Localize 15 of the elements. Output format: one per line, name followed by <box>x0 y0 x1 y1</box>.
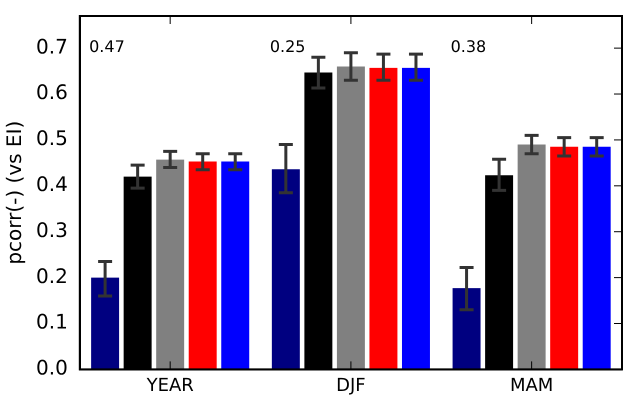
y-tick-label: 0.6 <box>36 80 68 104</box>
x-tick-label: MAM <box>510 374 554 396</box>
annotation: 0.47 <box>89 37 125 56</box>
y-tick-label: 0.7 <box>36 34 68 58</box>
annotation: 0.38 <box>450 37 486 56</box>
x-tick-label: YEAR <box>146 374 194 396</box>
y-tick-label: 0.0 <box>36 356 68 380</box>
y-tick-label: 0.1 <box>36 310 68 334</box>
y-axis-title: pcorr(-) (vs EI) <box>2 120 26 265</box>
y-tick-label: 0.4 <box>36 172 68 196</box>
y-tick-label: 0.2 <box>36 264 68 288</box>
annotation: 0.25 <box>270 37 306 56</box>
y-tick-label: 0.3 <box>36 218 68 242</box>
y-tick-label: 0.5 <box>36 126 68 150</box>
x-tick-label: DJF <box>336 374 366 396</box>
